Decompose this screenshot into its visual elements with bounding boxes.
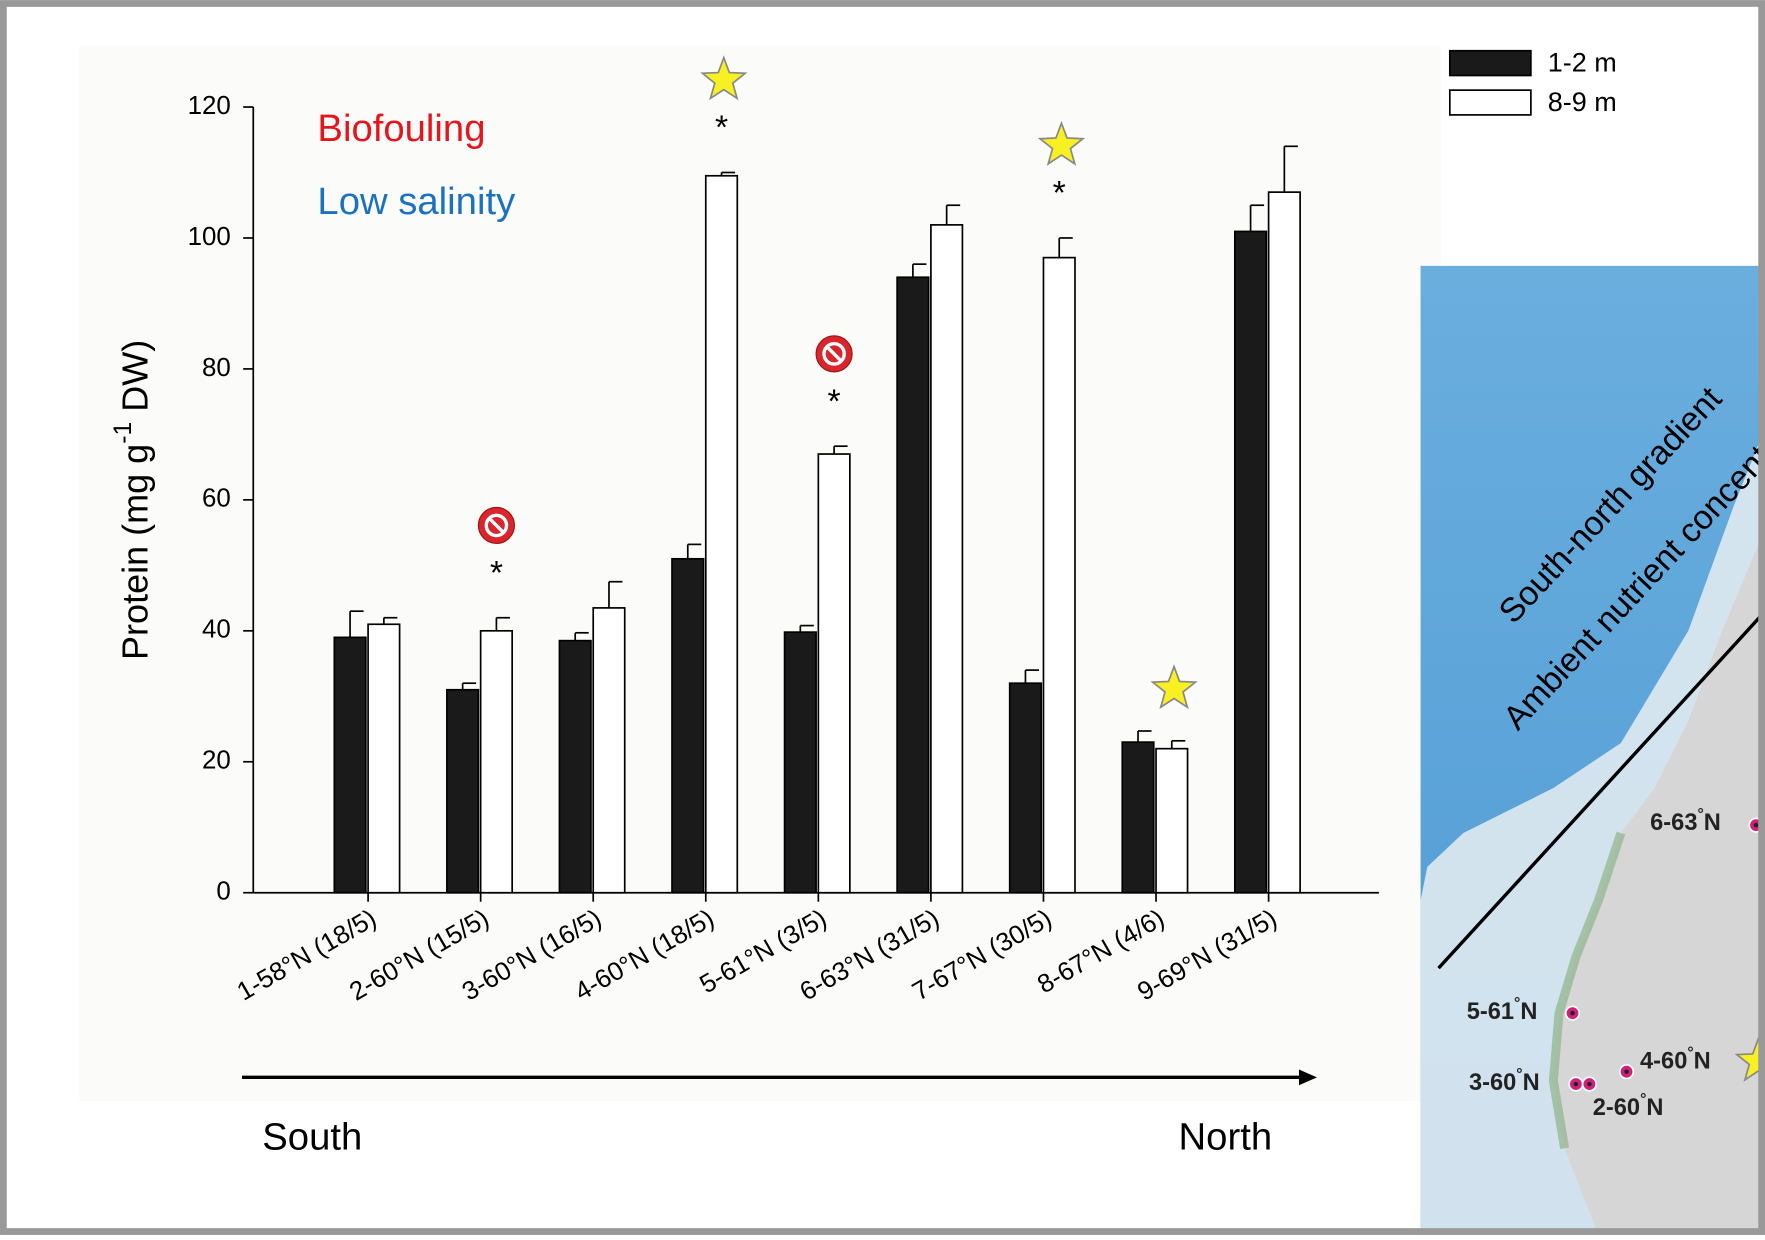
y-tick-label: 0 [216, 878, 230, 906]
bar [672, 559, 704, 893]
site-unit: N [1646, 1095, 1663, 1121]
site-name: 3-60 [1469, 1070, 1516, 1096]
bar [368, 624, 400, 892]
site-dot-center [1587, 1082, 1592, 1087]
bar [931, 225, 963, 893]
direction-end: North [1179, 1115, 1273, 1158]
site-dot-center [1624, 1069, 1629, 1074]
legend-swatch [1450, 51, 1531, 76]
bar [559, 641, 591, 893]
bar [1010, 683, 1042, 893]
site-dot-center [1754, 823, 1759, 828]
bar [818, 454, 850, 893]
bar [481, 631, 513, 893]
note: Low salinity [317, 180, 516, 223]
site-label: 3-60°N [1469, 1066, 1540, 1096]
bar [334, 637, 366, 892]
y-tick-label: 40 [202, 616, 231, 644]
site-unit: N [1704, 810, 1721, 836]
note: Biofouling [317, 107, 485, 150]
legend-swatch [1450, 90, 1531, 115]
site-unit: N [1523, 1070, 1540, 1096]
site-name: 2-60 [1593, 1095, 1640, 1121]
bar [1043, 258, 1075, 893]
significance: * [715, 109, 728, 147]
significance: * [490, 554, 503, 592]
legend-label: 1-2 m [1548, 47, 1617, 77]
bar [1156, 749, 1188, 893]
bar [706, 176, 738, 893]
bar [593, 608, 625, 893]
y-tick-label: 60 [202, 485, 231, 513]
y-label-part: DW) [114, 340, 155, 422]
significance: * [828, 382, 841, 420]
y-tick-label: 80 [202, 354, 231, 382]
bar [1235, 231, 1267, 892]
y-tick-label: 20 [202, 747, 231, 775]
direction-start: South [262, 1115, 362, 1158]
y-label-part: Protein (mg g [114, 444, 155, 660]
bar [1269, 192, 1301, 893]
site-label: 5-61°N [1467, 995, 1538, 1025]
site-name: 4-60 [1640, 1049, 1687, 1075]
legend-label: 8-9 m [1548, 87, 1617, 117]
site-label: 6-63°N [1650, 806, 1721, 836]
bar [1122, 742, 1154, 893]
site-name: 6-63 [1650, 810, 1697, 836]
significance: * [1053, 174, 1066, 212]
site-unit: N [1694, 1049, 1711, 1075]
y-tick-label: 100 [188, 223, 231, 251]
y-tick-label: 120 [188, 92, 231, 120]
bar [447, 690, 479, 893]
site-unit: N [1520, 999, 1537, 1025]
site-label: 2-60°N [1593, 1091, 1664, 1121]
bar [785, 632, 817, 893]
slide: South-north gradientAmbient nutrient con… [0, 0, 1765, 1235]
site-dot-center [1574, 1082, 1579, 1087]
site-name: 5-61 [1467, 999, 1514, 1025]
y-label-part: -1 [109, 422, 136, 444]
bar [897, 277, 929, 892]
site-dot-center [1570, 1011, 1575, 1016]
site-label: 4-60°N [1640, 1045, 1711, 1075]
y-axis-label: Protein (mg g-1 DW) [109, 340, 154, 660]
page: South-north gradientAmbient nutrient con… [0, 0, 1765, 1240]
